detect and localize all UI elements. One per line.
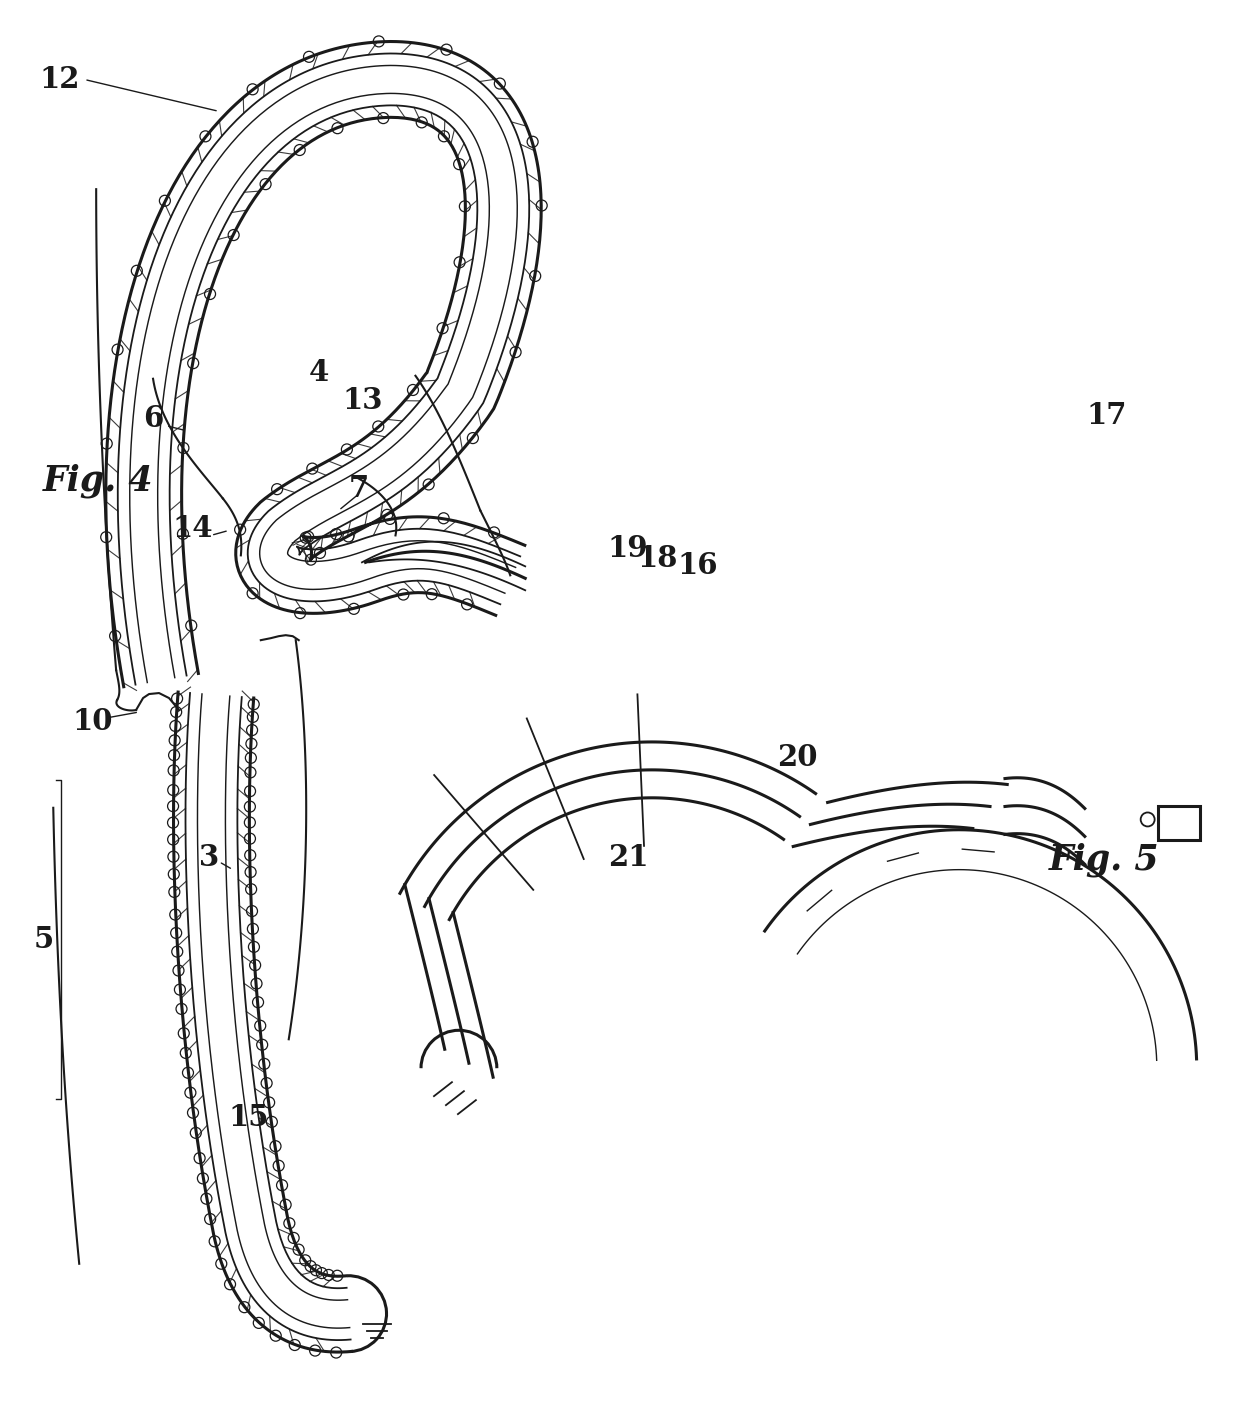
Text: 5: 5 (33, 925, 53, 954)
Text: 6: 6 (143, 404, 164, 433)
Bar (1158, 807, 1199, 841)
Text: 17: 17 (1086, 401, 1127, 430)
Text: 10: 10 (73, 707, 113, 737)
Text: 19: 19 (608, 534, 649, 563)
Text: 18: 18 (637, 544, 678, 573)
Text: 15: 15 (228, 1102, 269, 1131)
Text: 20: 20 (777, 744, 818, 773)
Text: 7: 7 (348, 474, 368, 503)
Text: 16: 16 (677, 551, 718, 580)
Text: 14: 14 (172, 514, 213, 543)
Text: 12: 12 (38, 64, 79, 94)
Text: 3: 3 (198, 843, 219, 873)
Text: 21: 21 (608, 843, 649, 873)
Text: 4: 4 (309, 358, 329, 387)
Text: Fig. 5: Fig. 5 (1049, 843, 1159, 877)
Text: Fig. 4: Fig. 4 (43, 464, 154, 498)
Text: 13: 13 (342, 386, 383, 416)
